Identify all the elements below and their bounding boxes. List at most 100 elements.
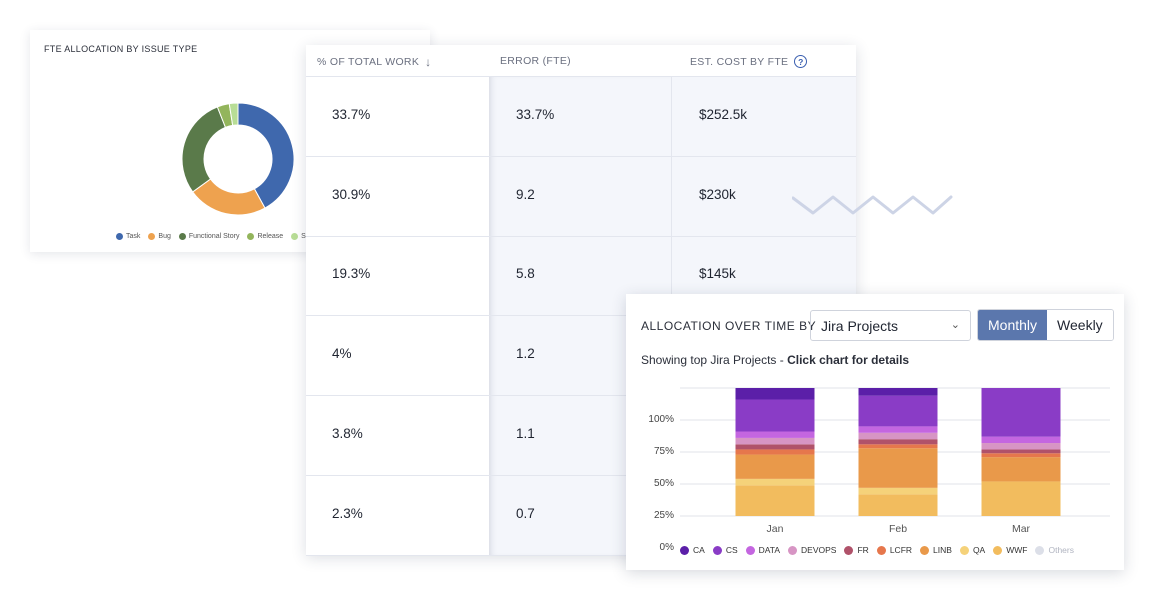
bar-segment-wwf[interactable] <box>735 485 815 516</box>
legend-dot-icon <box>116 233 123 240</box>
legend-item-linb[interactable]: LINB <box>920 545 952 555</box>
donut-title: FTE ALLOCATION BY ISSUE TYPE <box>44 44 198 54</box>
bar-segment-cs[interactable] <box>981 388 1061 437</box>
cell-error: 1.2 <box>516 346 535 362</box>
table-row[interactable]: 4% 1.2 <box>306 316 856 397</box>
bar-segment-fr[interactable] <box>858 439 938 445</box>
bar-segment-cs[interactable] <box>735 399 815 432</box>
sort-down-arrow-icon[interactable]: ↓ <box>425 55 432 69</box>
bar-segment-devops[interactable] <box>981 443 1061 450</box>
legend-dot-icon <box>844 545 854 555</box>
legend-item-lcfr[interactable]: LCFR <box>876 545 912 555</box>
monthly-button[interactable]: Monthly <box>978 310 1048 340</box>
bar-segment-cs[interactable] <box>858 395 938 427</box>
donut-legend: Task Bug Functional Story Release S <box>116 233 306 240</box>
cell-error: 9.2 <box>516 186 535 202</box>
header-est-cost[interactable]: EST. COST BY FTE ? <box>690 55 808 68</box>
x-tick-label: Feb <box>889 523 907 535</box>
stacked-bar-chart[interactable]: 0% 25% 50% 75% 100% Jan Feb Mar <box>626 374 1124 554</box>
cell-pct: 4% <box>332 346 352 362</box>
table-row[interactable]: 19.3% 5.8 $145k <box>306 236 856 317</box>
bar-segment-qa[interactable] <box>858 487 938 495</box>
legend-item-others[interactable]: Others <box>1035 545 1074 555</box>
donut-legend-item[interactable]: Task <box>116 233 140 240</box>
legend-dot-icon <box>291 233 299 240</box>
table-row[interactable]: 33.7% 33.7% $252.5k <box>306 77 856 157</box>
donut-legend-item[interactable]: Bug <box>148 233 171 240</box>
bar-segment-lcfr[interactable] <box>858 444 938 449</box>
legend-dot-icon <box>148 233 156 240</box>
y-tick-label: 100% <box>648 414 674 425</box>
legend-dot-icon <box>712 545 722 555</box>
bar-segment-ca[interactable] <box>735 388 815 400</box>
cell-pct: 30.9% <box>332 186 371 202</box>
bar-segment-data[interactable] <box>981 436 1061 444</box>
bar-segment-wwf[interactable] <box>981 481 1061 516</box>
legend-dot-icon <box>993 545 1003 555</box>
table-header: % OF TOTAL WORK ↓ ERROR (FTE) EST. COST … <box>306 45 856 77</box>
cell-error: 33.7% <box>516 107 555 122</box>
bar-segment-linb[interactable] <box>858 448 938 488</box>
cell-pct: 33.7% <box>332 107 371 122</box>
cell-error: 5.8 <box>516 266 535 282</box>
legend-item-cs[interactable]: CS <box>712 545 738 555</box>
legend-dot-icon <box>178 233 186 240</box>
legend-item-data[interactable]: DATA <box>745 545 780 555</box>
legend-dot-icon <box>247 233 255 240</box>
y-tick-label: 25% <box>654 510 674 521</box>
legend-dot-icon <box>876 545 886 555</box>
table-row[interactable]: 30.9% 9.2 $230k <box>306 157 856 237</box>
cell-pct: 3.8% <box>332 425 363 441</box>
bar-segment-linb[interactable] <box>735 454 815 479</box>
cell-pct: 19.3% <box>332 266 371 282</box>
bar-segment-fr[interactable] <box>981 449 1061 454</box>
bar-segment-devops[interactable] <box>735 437 815 445</box>
legend-dot-icon <box>788 545 798 555</box>
allocation-over-time-card: ALLOCATION OVER TIME BY Jira Projects ⌄ … <box>626 294 1124 570</box>
bar-segment-data[interactable] <box>858 426 938 433</box>
donut-legend-item[interactable]: S <box>291 233 306 240</box>
donut-slice-s[interactable] <box>228 102 239 126</box>
bar-segment-devops[interactable] <box>858 432 938 440</box>
legend-item-qa[interactable]: QA <box>959 545 985 555</box>
legend-dot-icon <box>745 545 755 555</box>
cell-error: 1.1 <box>516 425 535 441</box>
bar-segment-lcfr[interactable] <box>981 453 1061 458</box>
bar-segment-ca[interactable] <box>858 388 938 396</box>
legend-dot-icon <box>920 545 930 555</box>
bar-segment-lcfr[interactable] <box>735 449 815 455</box>
cell-pct: 2.3% <box>332 505 363 521</box>
bar-segment-wwf[interactable] <box>858 494 938 516</box>
legend-item-devops[interactable]: DEVOPS <box>788 545 836 555</box>
cell-error: 0.7 <box>516 505 535 521</box>
donut-slice-functional-story[interactable] <box>181 106 227 193</box>
bar-segment-data[interactable] <box>735 431 815 438</box>
donut-chart[interactable] <box>176 97 300 221</box>
header-error-fte[interactable]: ERROR (FTE) <box>500 55 571 67</box>
x-tick-label: Mar <box>1012 523 1031 535</box>
legend-item-ca[interactable]: CA <box>680 545 705 555</box>
bar-segment-linb[interactable] <box>981 457 1061 482</box>
donut-legend-item[interactable]: Functional Story <box>178 233 239 240</box>
y-tick-label: 75% <box>654 446 674 457</box>
header-pct-total-work[interactable]: % OF TOTAL WORK ↓ <box>317 55 432 69</box>
help-circle-icon[interactable]: ? <box>794 55 808 68</box>
bar-segment-qa[interactable] <box>735 478 815 486</box>
legend-item-fr[interactable]: FR <box>844 545 869 555</box>
weekly-button[interactable]: Weekly <box>1047 310 1113 340</box>
cell-cost: $230k <box>699 186 736 202</box>
period-toggle: Monthly Weekly <box>977 309 1114 341</box>
legend-item-wwf[interactable]: WWF <box>993 545 1027 555</box>
chevron-down-icon: ⌄ <box>950 319 960 331</box>
chart-legend: CA CS DATA DEVOPS FR LCFR LINB QA WWF Others <box>680 545 1074 555</box>
chart-subtitle: Showing top Jira Projects - Click chart … <box>641 353 910 367</box>
donut-legend-item[interactable]: Release <box>247 233 283 240</box>
donut-slice-task[interactable] <box>237 102 295 209</box>
group-by-select[interactable]: Jira Projects ⌄ <box>810 310 971 341</box>
zigzag-decoration <box>792 195 953 215</box>
y-tick-label: 50% <box>654 478 674 489</box>
table-row[interactable]: 2.3% 0.7 <box>306 476 856 556</box>
allocation-label: ALLOCATION OVER TIME BY <box>641 319 817 333</box>
table-row[interactable]: 3.8% 1.1 <box>306 396 856 476</box>
bar-segment-fr[interactable] <box>735 444 815 450</box>
